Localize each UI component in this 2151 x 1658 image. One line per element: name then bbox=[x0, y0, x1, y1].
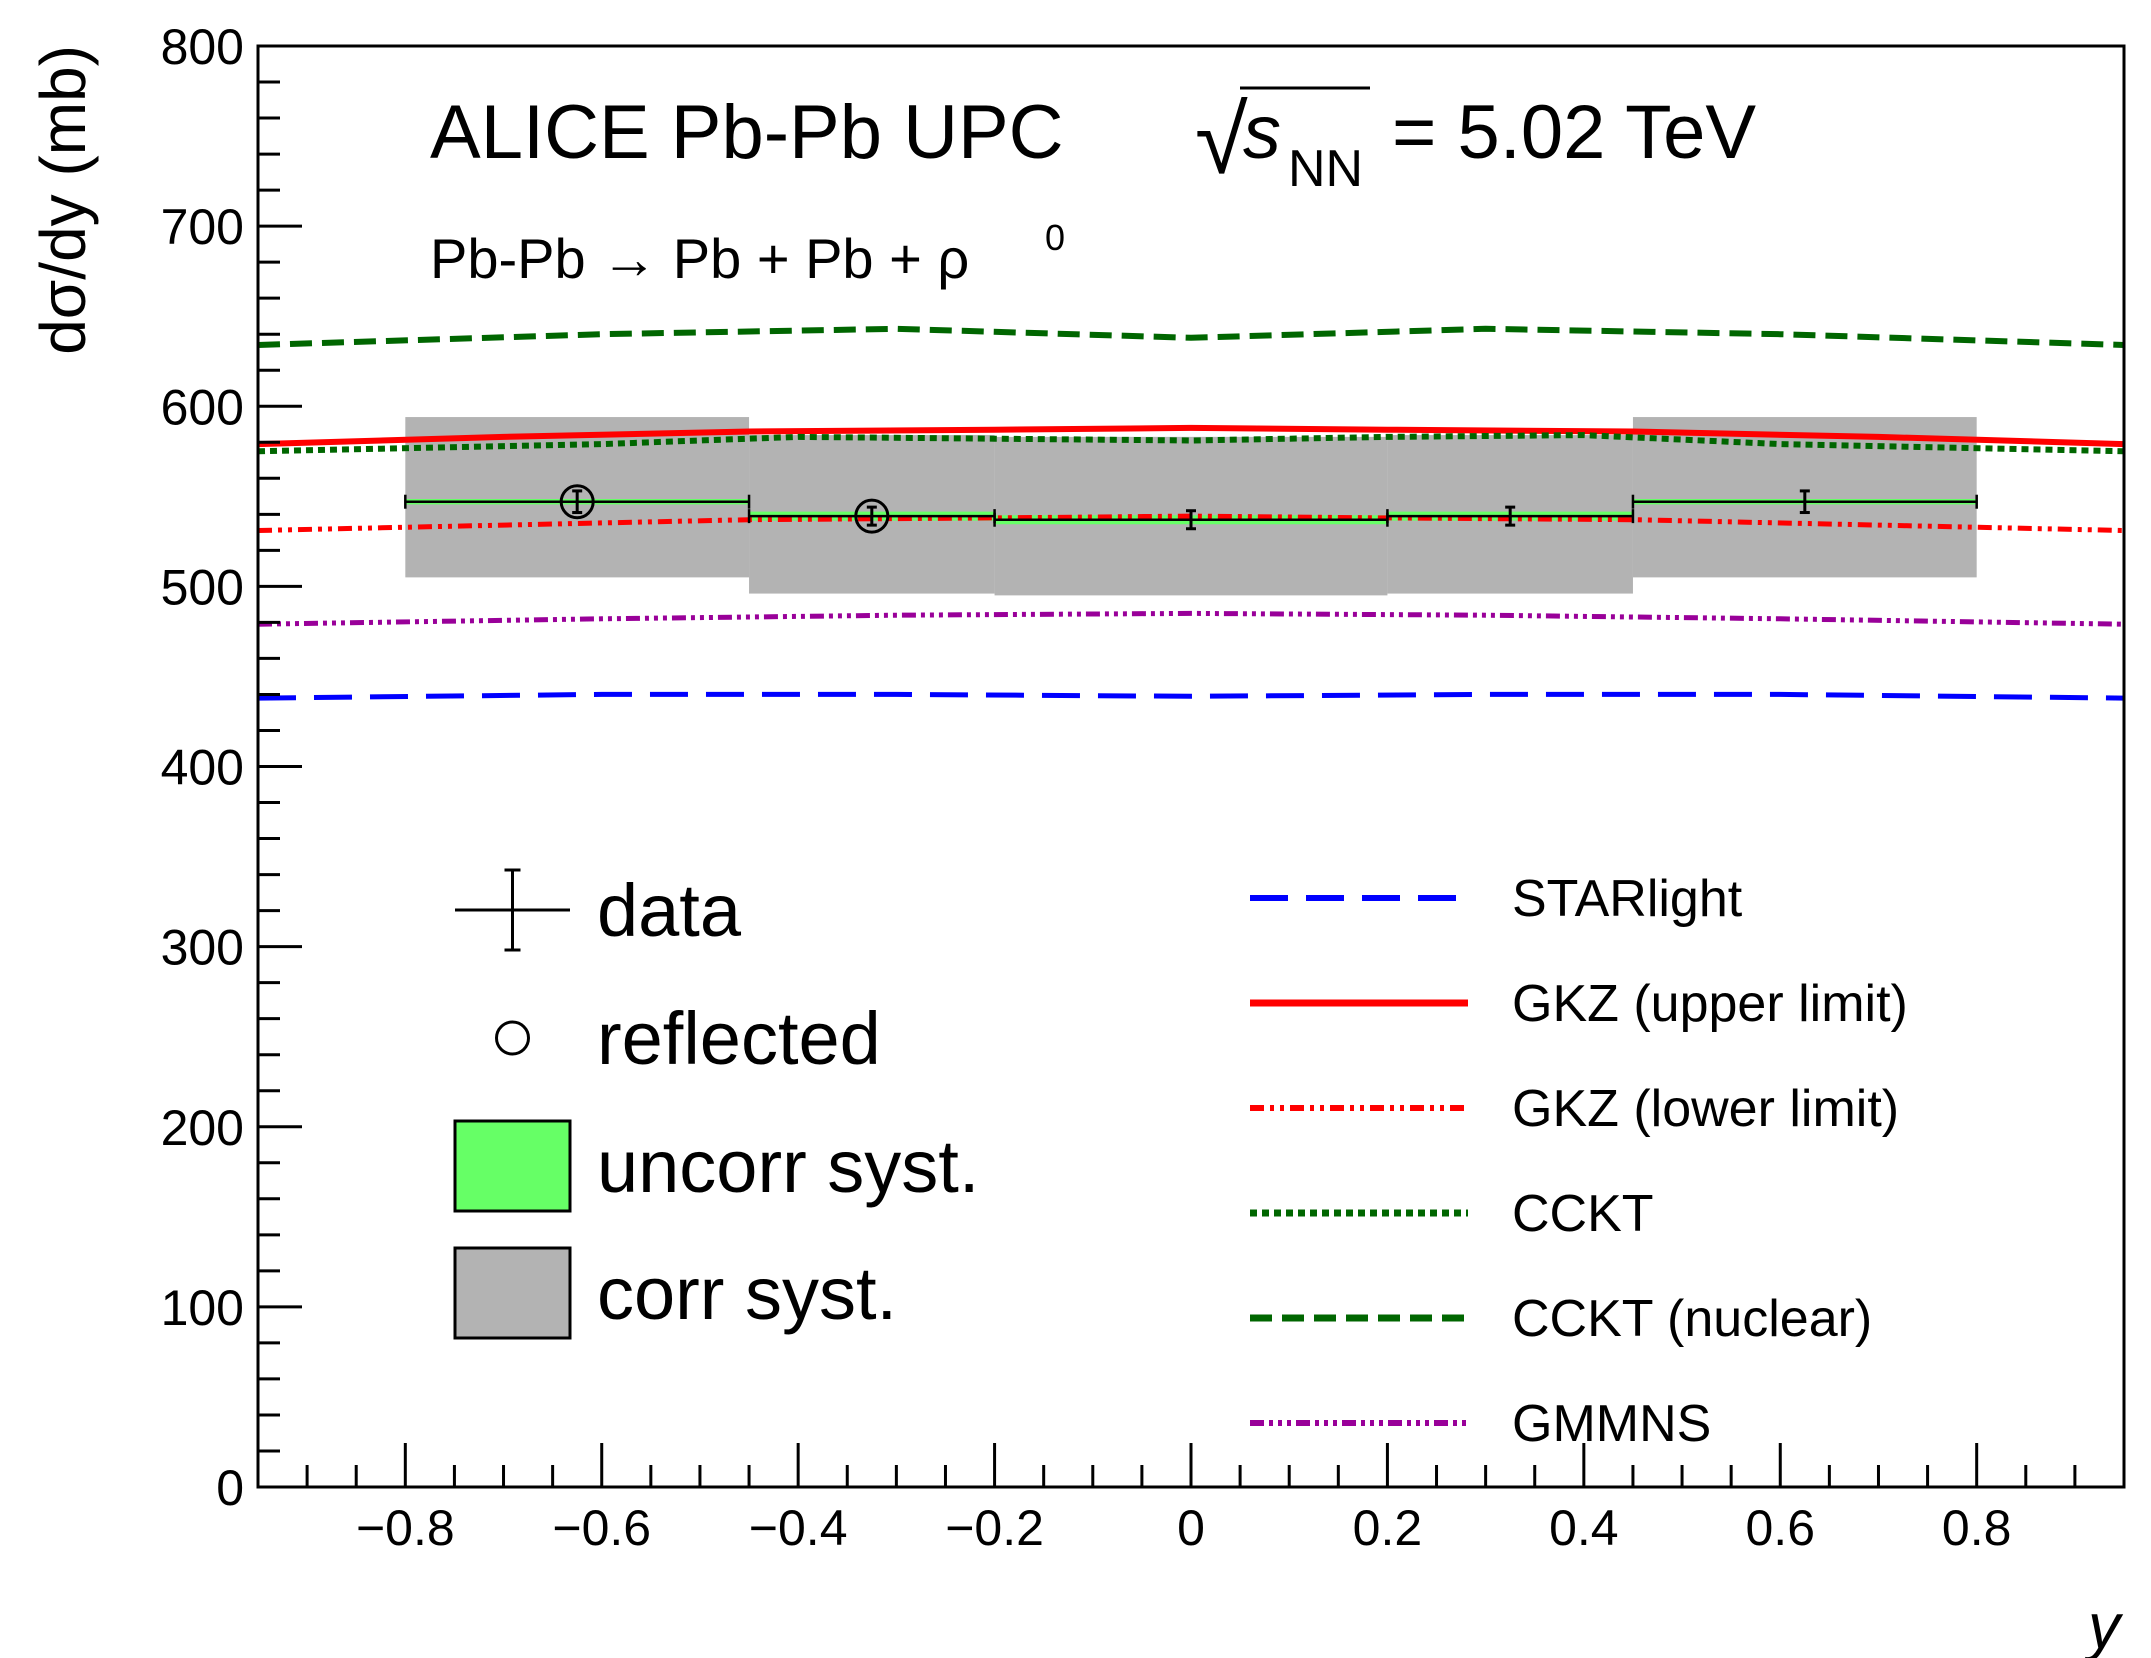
x-tick-label: −0.6 bbox=[552, 1500, 651, 1556]
series-line bbox=[257, 424, 2125, 448]
title-nn: NN bbox=[1288, 140, 1363, 198]
title-energy: = 5.02 TeV bbox=[1392, 90, 1756, 175]
x-axis-label: y bbox=[2084, 1590, 2124, 1658]
legend-box-symbol bbox=[453, 1246, 572, 1340]
legend-series-label: GKZ (upper limit) bbox=[1512, 975, 1908, 1033]
y-tick-label: 700 bbox=[161, 199, 244, 255]
x-tick-label: 0.6 bbox=[1746, 1500, 1816, 1556]
x-tick-label: −0.8 bbox=[356, 1500, 455, 1556]
reflected-marker bbox=[854, 498, 890, 534]
chart-title: ALICE Pb-Pb UPC bbox=[430, 90, 1064, 175]
y-tick-label: 500 bbox=[161, 559, 244, 615]
legend-right: STARlight GKZ (upper limit) GKZ (lower lim… bbox=[1250, 870, 1908, 1453]
series-line bbox=[257, 325, 2125, 348]
y-tick-label: 0 bbox=[216, 1460, 244, 1516]
legend-label: data bbox=[597, 869, 742, 952]
legend-label: uncorr syst. bbox=[597, 1125, 979, 1208]
legend-box-symbol bbox=[453, 1119, 572, 1213]
data-points-layer bbox=[404, 484, 1978, 534]
title-s: s bbox=[1243, 90, 1281, 175]
reflected-marker bbox=[559, 484, 595, 520]
y-tick-label: 300 bbox=[161, 920, 244, 976]
y-tick-label: 100 bbox=[161, 1280, 244, 1336]
legend-series-label: GMMNS bbox=[1512, 1395, 1711, 1453]
legend-reflected-symbol bbox=[495, 1020, 530, 1056]
series-line bbox=[257, 610, 2125, 627]
corr-syst-layer bbox=[405, 417, 1977, 596]
y-tick-label: 200 bbox=[161, 1100, 244, 1156]
legend-left: data reflected uncorr syst. corr syst. bbox=[453, 868, 979, 1340]
legend-series-label: STARlight bbox=[1512, 870, 1743, 928]
series-line bbox=[257, 432, 2125, 455]
x-tick-label: 0.8 bbox=[1942, 1500, 2012, 1556]
y-axis-label: dσ/dy (mb) bbox=[27, 45, 99, 355]
title-sqrt-symbol: √ bbox=[1195, 87, 1248, 194]
x-tick-label: 0 bbox=[1177, 1500, 1205, 1556]
y-tick-label: 600 bbox=[161, 379, 244, 435]
legend-label: corr syst. bbox=[597, 1252, 897, 1335]
y-tick-label: 800 bbox=[161, 19, 244, 75]
x-tick-label: −0.4 bbox=[749, 1500, 848, 1556]
legend-label: reflected bbox=[597, 997, 881, 1080]
chart-subtitle: Pb-Pb → Pb + Pb + ρ bbox=[430, 227, 969, 290]
x-tick-label: 0.2 bbox=[1353, 1500, 1423, 1556]
axes-layer: 0 100 200 300 400 500 600 700 800 −0.8 −0.6 −0.4 −0.… bbox=[161, 19, 2077, 1556]
legend-series-label: CCKT bbox=[1512, 1185, 1654, 1243]
x-tick-label: 0.4 bbox=[1549, 1500, 1619, 1556]
legend-series-label: CCKT (nuclear) bbox=[1512, 1290, 1872, 1348]
series-layer bbox=[257, 325, 2125, 701]
y-tick-label: 400 bbox=[161, 740, 244, 796]
legend-series-label: GKZ (lower limit) bbox=[1512, 1080, 1899, 1138]
subtitle-superscript: 0 bbox=[1045, 217, 1065, 258]
series-line bbox=[257, 691, 2125, 701]
x-tick-label: −0.2 bbox=[945, 1500, 1044, 1556]
